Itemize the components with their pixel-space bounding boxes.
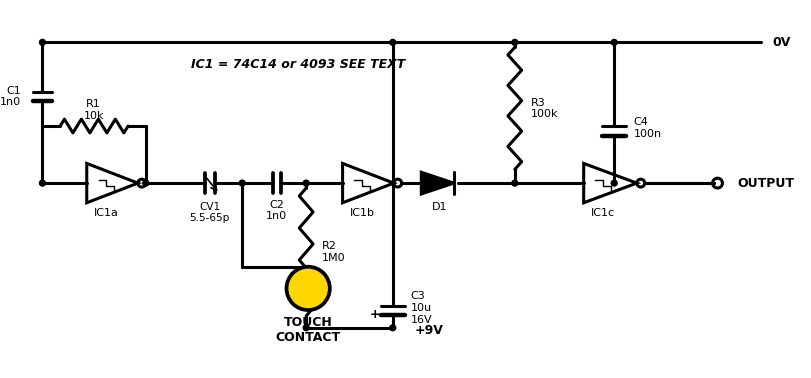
Text: D1: D1 bbox=[431, 202, 448, 212]
Circle shape bbox=[286, 267, 330, 310]
Text: OUTPUT: OUTPUT bbox=[737, 177, 794, 190]
Text: IC1a: IC1a bbox=[94, 208, 119, 218]
Text: R1
10k: R1 10k bbox=[84, 99, 104, 121]
Text: IC1c: IC1c bbox=[591, 208, 616, 218]
Circle shape bbox=[143, 180, 148, 186]
Text: TOUCH
CONTACT: TOUCH CONTACT bbox=[276, 316, 341, 344]
Text: IC1 = 74C14 or 4093 SEE TEXT: IC1 = 74C14 or 4093 SEE TEXT bbox=[191, 57, 406, 71]
Text: CV1
5.5-65p: CV1 5.5-65p bbox=[190, 202, 230, 223]
Circle shape bbox=[239, 180, 245, 186]
Circle shape bbox=[512, 39, 517, 45]
Text: C4
100n: C4 100n bbox=[634, 117, 662, 139]
Text: R3
100k: R3 100k bbox=[530, 98, 558, 119]
Text: IC1b: IC1b bbox=[350, 208, 375, 218]
Text: R2
1M0: R2 1M0 bbox=[322, 241, 345, 263]
Text: C2
1n0: C2 1n0 bbox=[266, 200, 287, 222]
Text: 0V: 0V bbox=[773, 36, 791, 49]
Circle shape bbox=[611, 39, 617, 45]
Circle shape bbox=[303, 180, 309, 186]
Circle shape bbox=[611, 180, 617, 186]
Text: +: + bbox=[370, 308, 380, 321]
Circle shape bbox=[390, 325, 396, 331]
Circle shape bbox=[390, 39, 396, 45]
Circle shape bbox=[512, 180, 517, 186]
Circle shape bbox=[303, 325, 309, 331]
Circle shape bbox=[40, 180, 45, 186]
Text: C1
1n0: C1 1n0 bbox=[0, 86, 21, 107]
Circle shape bbox=[40, 39, 45, 45]
Text: C3
10u
16V: C3 10u 16V bbox=[410, 291, 432, 325]
Polygon shape bbox=[422, 172, 454, 194]
Text: +9V: +9V bbox=[414, 324, 444, 337]
